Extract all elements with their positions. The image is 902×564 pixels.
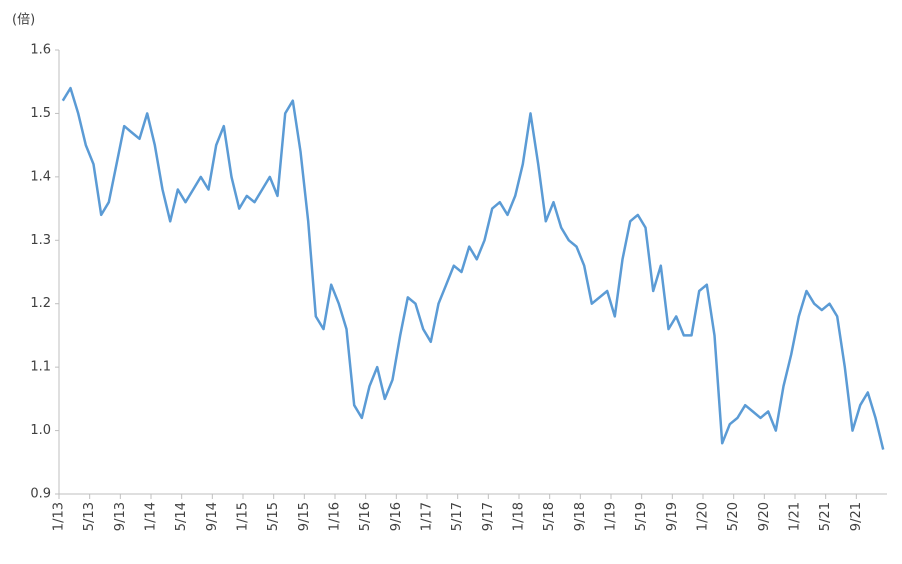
x-tick-label: 9/19 bbox=[665, 502, 680, 531]
x-tick-label: 9/13 bbox=[113, 502, 128, 531]
x-tick-label: 1/21 bbox=[788, 502, 803, 531]
y-tick-label: 1.6 bbox=[30, 43, 51, 58]
y-axis-label: (倍) bbox=[12, 13, 35, 28]
x-tick-label: 1/16 bbox=[328, 502, 343, 531]
x-tick-label: 5/18 bbox=[542, 502, 557, 531]
x-tick-label: 5/13 bbox=[82, 502, 97, 531]
x-tick-label: 5/16 bbox=[358, 502, 373, 531]
x-tick-label: 9/20 bbox=[757, 502, 772, 531]
y-tick-label: 1.0 bbox=[30, 423, 51, 438]
x-tick-label: 5/20 bbox=[726, 502, 741, 531]
x-tick-label: 1/13 bbox=[52, 502, 67, 531]
x-tick-label: 5/15 bbox=[266, 502, 281, 531]
x-tick-label: 5/14 bbox=[174, 502, 189, 531]
x-tick-label: 1/18 bbox=[512, 502, 527, 531]
x-tick-label: 9/14 bbox=[205, 502, 220, 531]
y-tick-label: 1.3 bbox=[30, 233, 51, 248]
y-tick-label: 0.9 bbox=[30, 487, 51, 502]
x-tick-label: 9/15 bbox=[297, 502, 312, 531]
x-tick-label: 5/19 bbox=[634, 502, 649, 531]
x-tick-label: 1/19 bbox=[604, 502, 619, 531]
x-tick-label: 9/18 bbox=[573, 502, 588, 531]
y-tick-label: 1.2 bbox=[30, 296, 51, 311]
y-tick-label: 1.4 bbox=[30, 169, 51, 184]
x-tick-label: 9/17 bbox=[481, 502, 496, 531]
x-tick-label: 9/16 bbox=[389, 502, 404, 531]
y-tick-label: 1.5 bbox=[30, 106, 51, 121]
x-tick-label: 1/17 bbox=[420, 502, 435, 531]
x-tick-label: 1/20 bbox=[696, 502, 711, 531]
x-tick-label: 1/15 bbox=[236, 502, 251, 531]
x-tick-label: 5/21 bbox=[818, 502, 833, 531]
x-tick-label: 9/21 bbox=[849, 502, 864, 531]
x-tick-label: 1/14 bbox=[144, 502, 159, 531]
x-tick-label: 5/17 bbox=[450, 502, 465, 531]
y-tick-label: 1.1 bbox=[30, 360, 51, 375]
line-series bbox=[61, 86, 885, 450]
